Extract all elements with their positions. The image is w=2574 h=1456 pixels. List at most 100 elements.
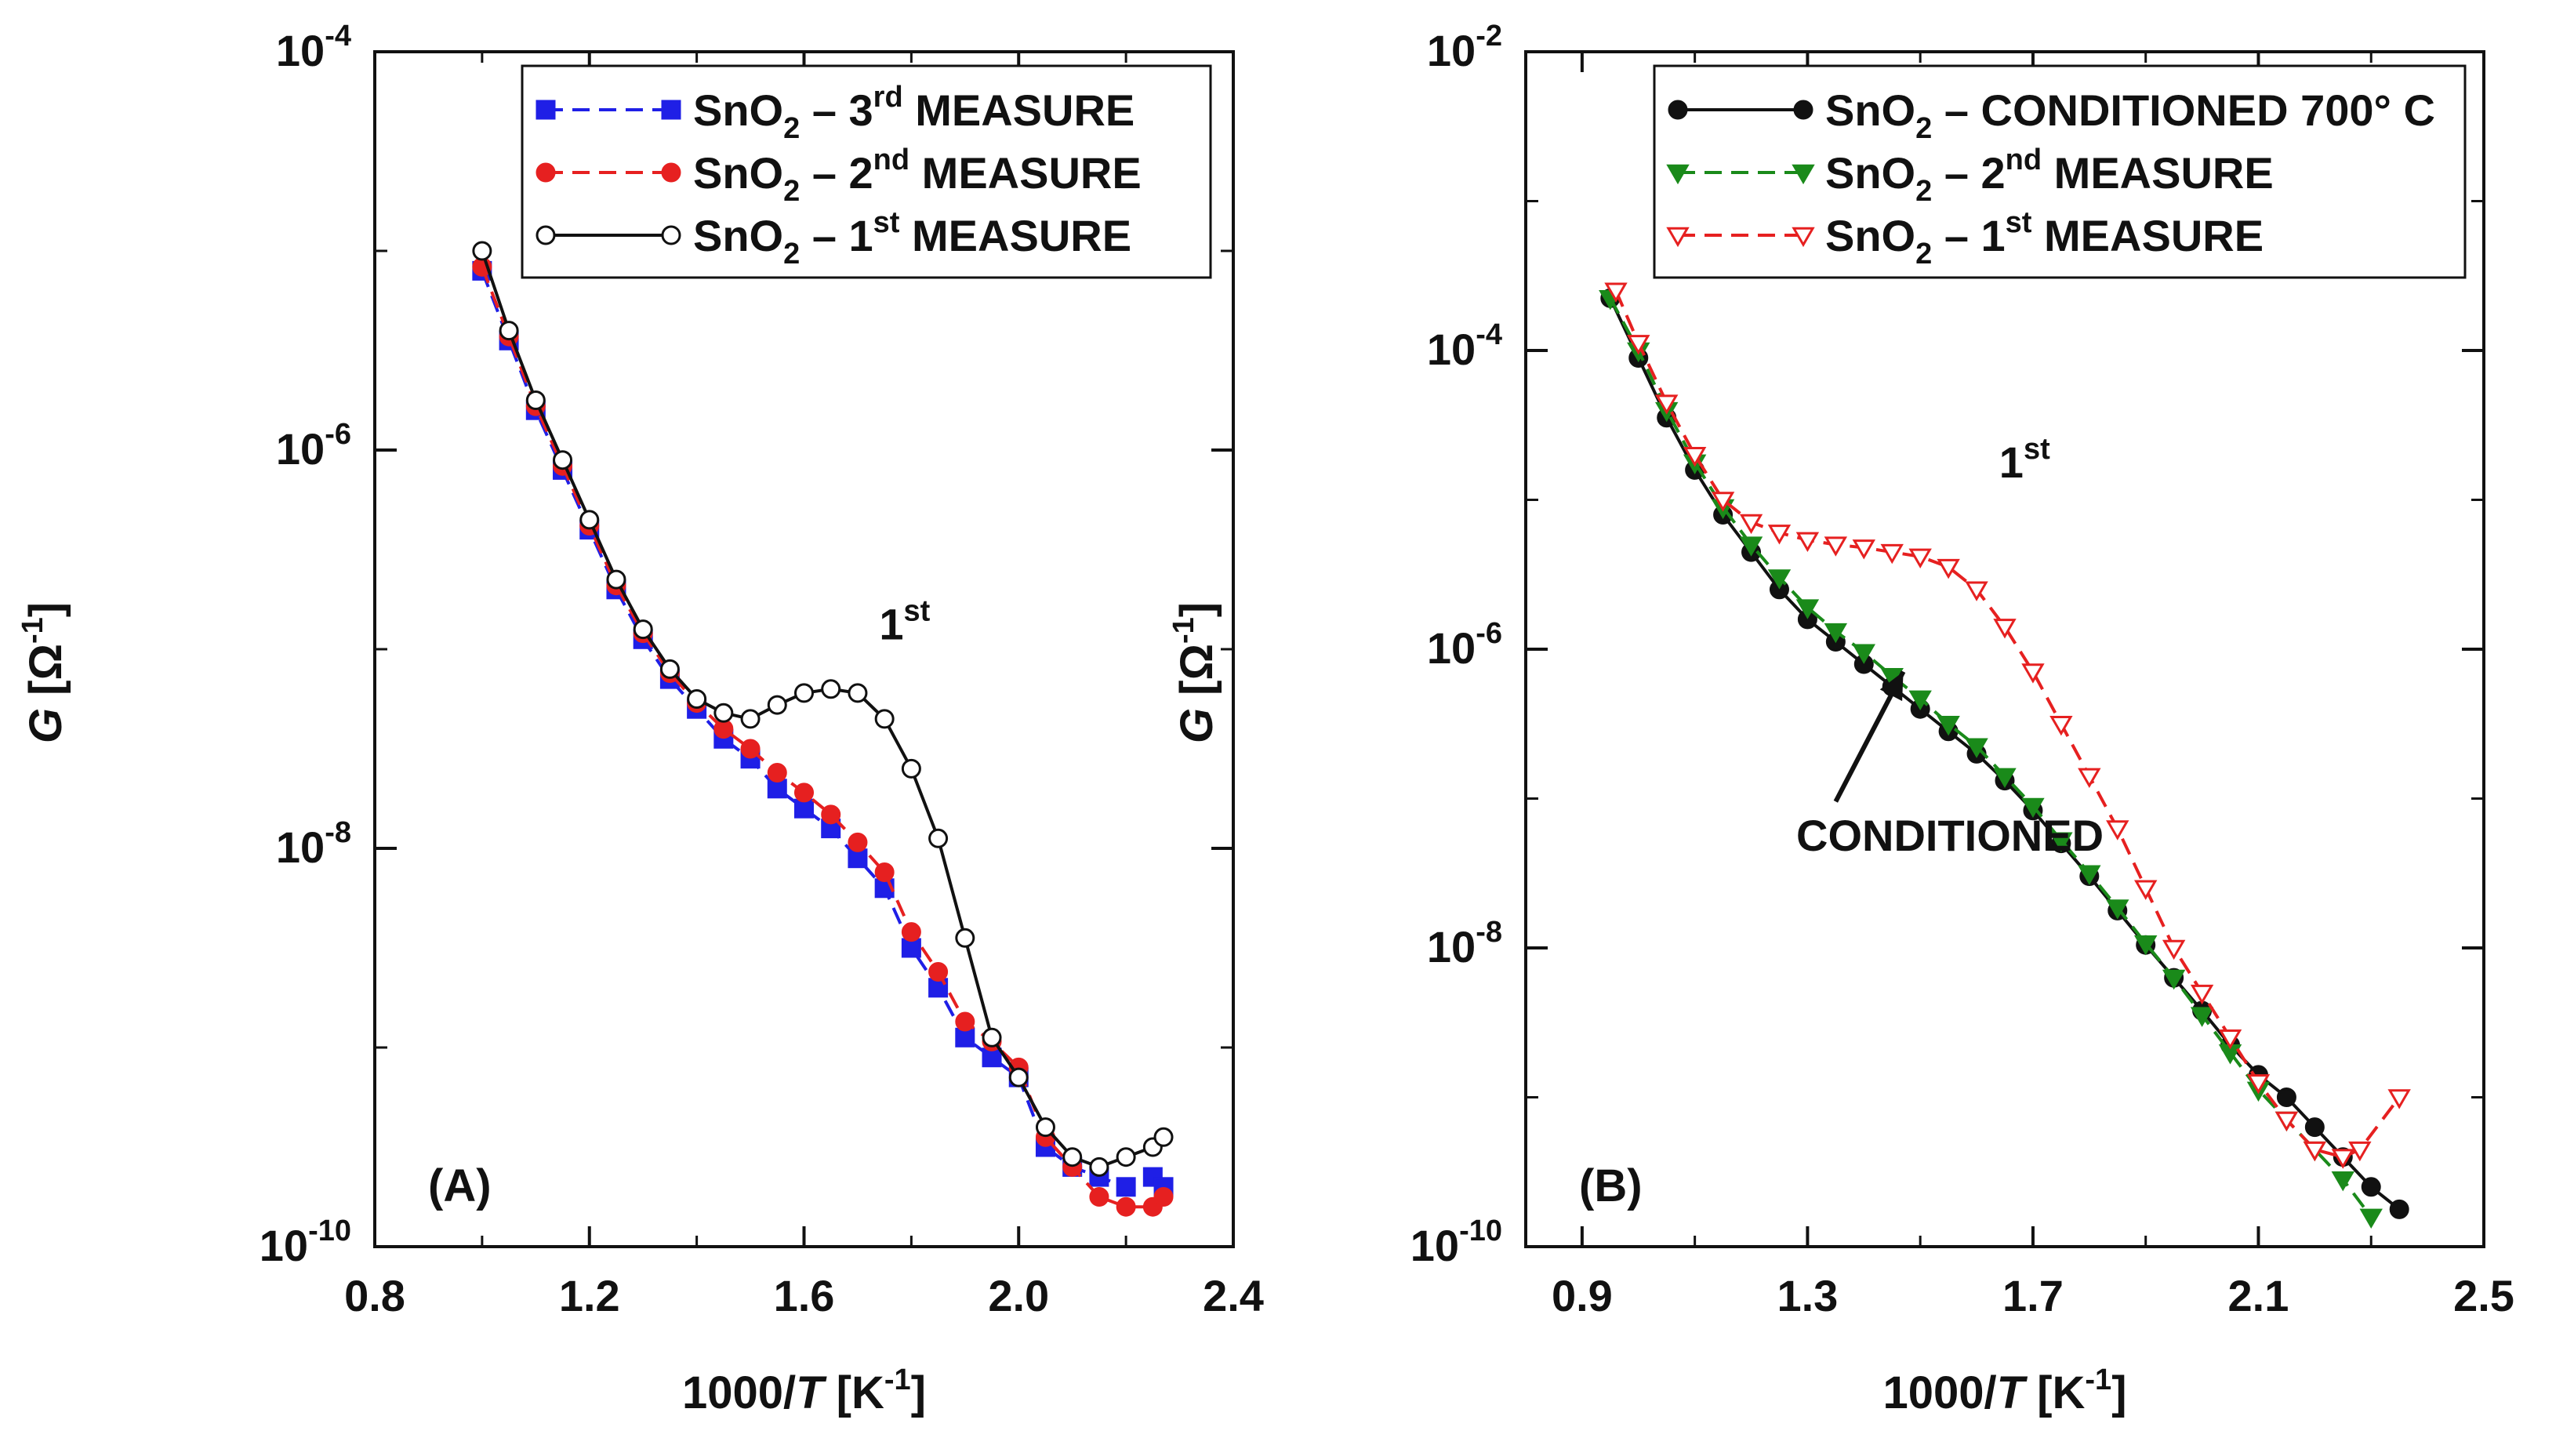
legend-marker	[1666, 164, 1690, 185]
y-tick-base: 10	[260, 1221, 308, 1270]
annotation-sup: st	[903, 594, 930, 627]
data-point	[2304, 1117, 2325, 1138]
legend-label-main: SnO	[693, 148, 783, 198]
data-point	[928, 828, 949, 848]
data-point	[874, 862, 895, 882]
series-line	[1609, 297, 2401, 1211]
legend-label: SnO2 – 1st MEASURE	[693, 206, 1131, 271]
legend-label-sub: 2	[783, 238, 800, 271]
y-tick-exponent: -8	[325, 816, 351, 849]
y-tick-label: 10-10	[260, 1215, 351, 1270]
legend-label-sub: 2	[1915, 112, 1932, 145]
data-point	[659, 659, 680, 679]
data-point	[1880, 543, 1904, 565]
legend-label-tail: MEASURE	[909, 148, 1142, 198]
legend-label-sup: st	[2006, 206, 2032, 239]
data-point	[901, 938, 921, 958]
legend-marker	[661, 162, 681, 183]
data-point	[2134, 935, 2158, 956]
x-axis-label-var: T	[1997, 1367, 2028, 1418]
legend-marker	[535, 162, 556, 183]
x-axis-label-close: ]	[2111, 1367, 2126, 1418]
legend-marker	[535, 225, 556, 245]
y-tick-label: 10-8	[276, 816, 351, 872]
data-point	[499, 321, 519, 341]
series-2	[472, 241, 1174, 1177]
data-point	[553, 450, 573, 470]
data-point	[794, 683, 814, 703]
data-point	[1116, 1196, 1136, 1217]
data-point	[901, 922, 921, 942]
annotation-text: CONDITIONED	[1796, 811, 2104, 860]
x-axis-label-close: ]	[911, 1367, 926, 1418]
data-point	[955, 928, 975, 948]
data-point	[2387, 1089, 2411, 1109]
legend-label: SnO2 – 2nd MEASURE	[1825, 143, 2274, 208]
series-2	[1604, 282, 2411, 1169]
data-point	[2331, 1149, 2354, 1169]
legend-box	[521, 64, 1212, 279]
y-tick-label: 10-10	[1410, 1215, 1502, 1270]
data-point	[2021, 797, 2045, 819]
y-tick-exponent: -10	[1459, 1215, 1502, 1247]
data-point	[2078, 865, 2101, 885]
legend-marker	[661, 225, 681, 245]
data-point	[1035, 1117, 1055, 1138]
x-tick-label: 0.8	[344, 1271, 405, 1320]
data-point	[2276, 1087, 2296, 1107]
legend-label-main: SnO	[1825, 85, 1915, 135]
data-point	[1767, 525, 1792, 545]
data-point	[2078, 768, 2101, 789]
y-tick-base: 10	[1427, 325, 1476, 374]
data-point	[821, 679, 841, 699]
data-point	[1993, 619, 2017, 639]
y-axis-label-unit: [Ω	[20, 644, 71, 708]
legend-label-tail: MEASURE	[2031, 211, 2264, 260]
annotation: CONDITIONED	[1796, 811, 2104, 860]
data-point	[1116, 1177, 1136, 1197]
legend-label-tail: MEASURE	[2042, 148, 2274, 198]
y-tick-exponent: -2	[1476, 20, 1502, 53]
data-point	[606, 569, 626, 590]
data-point	[1937, 715, 1960, 736]
x-axis-label-prefix: 1000/	[1882, 1367, 1996, 1418]
x-axis-label-exp: -1	[2085, 1363, 2111, 1396]
panel-b: 0.9 1.3 1.7 2.1 2.510-210-410-610-810-101000…	[1167, 20, 2514, 1418]
data-point	[1824, 536, 1848, 557]
y-tick-label: 10-2	[1427, 20, 1502, 75]
data-point	[472, 241, 492, 261]
y-axis-label-exp: -1	[1167, 617, 1200, 644]
legend-label-sup: nd	[2006, 143, 2042, 176]
y-tick-base: 10	[276, 424, 325, 474]
data-point	[1937, 558, 1960, 579]
data-point	[1767, 569, 1792, 590]
x-axis-label-unit: [K	[2024, 1367, 2085, 1418]
data-point	[2106, 820, 2129, 841]
data-point	[2303, 1141, 2327, 1162]
data-point	[740, 709, 761, 729]
data-point	[1824, 623, 1848, 644]
y-axis-label: G [Ω-1]	[16, 602, 71, 743]
data-point	[713, 719, 734, 739]
series-1	[1599, 290, 2383, 1229]
data-point	[982, 1048, 1002, 1068]
data-point	[1683, 447, 1707, 467]
legend-label-tail: MEASURE	[899, 211, 1131, 260]
data-point	[1089, 1187, 1109, 1207]
data-point	[2021, 663, 2045, 684]
data-point	[874, 709, 895, 729]
y-tick-label: 10-8	[1427, 916, 1502, 971]
x-tick-label: 0.9	[1552, 1271, 1613, 1320]
data-point	[901, 758, 921, 779]
series-line	[480, 250, 1165, 1169]
data-point	[1908, 548, 1932, 568]
legend-label: SnO2 – 1st MEASURE	[1825, 206, 2264, 271]
y-tick-exponent: -6	[1476, 617, 1502, 650]
y-axis-label-exp: -1	[16, 617, 49, 644]
legend-label-main: SnO	[693, 85, 783, 135]
y-axis-label-close: ]	[20, 602, 71, 617]
